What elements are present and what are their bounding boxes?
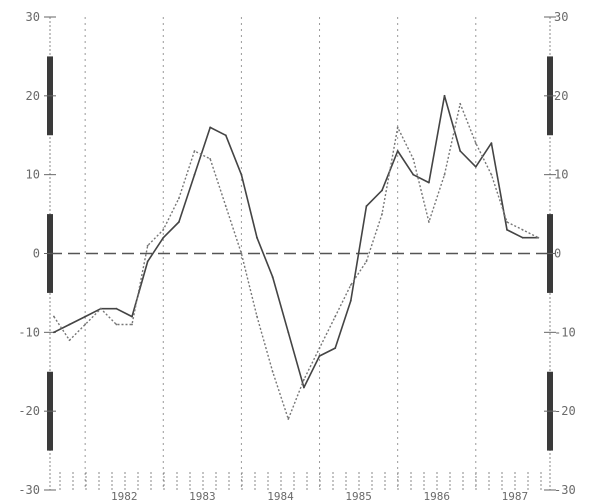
series-1-point [365, 205, 368, 208]
series-1-point [146, 260, 149, 263]
y-tick-label-right: -10 [554, 325, 576, 339]
series-2-point [474, 142, 477, 145]
series-1-point [287, 331, 290, 334]
series-2-point [256, 315, 258, 318]
series-2-point [334, 315, 337, 318]
y-tick-label-left: 30 [26, 10, 40, 24]
series-2-point [68, 339, 71, 342]
series-2-point [381, 213, 383, 215]
series-1-point [443, 94, 446, 97]
series-2-point [209, 158, 212, 160]
series-2-point [240, 252, 243, 255]
series-1-point [84, 315, 87, 318]
series-2-point [396, 126, 399, 129]
x-tick-label: 1985 [345, 490, 372, 503]
y-tick-label-right: 0 [554, 247, 561, 261]
series-1-point [193, 173, 196, 176]
series-1-point [381, 189, 383, 192]
series-2-point [443, 173, 446, 176]
series-2-point [365, 260, 368, 263]
series-1-point [209, 126, 212, 129]
x-tick-label: 1987 [502, 490, 529, 503]
x-tick-label: 1986 [423, 490, 450, 503]
series-1-point [224, 134, 227, 137]
series-2-point [459, 102, 462, 105]
y-tick-label-right: 20 [554, 89, 568, 103]
series-line-2 [53, 102, 539, 420]
series-2-point [193, 150, 196, 152]
series-2-point [318, 347, 321, 349]
series-2-point [506, 221, 508, 223]
series-1-point [474, 165, 477, 168]
series-2-point [271, 370, 274, 373]
y-tick-label-right: 30 [554, 10, 568, 24]
series-1-point [459, 150, 462, 152]
series-1-point [428, 181, 430, 184]
series-2-point [131, 323, 133, 326]
series-1-point [53, 331, 55, 334]
series-1-point [115, 307, 118, 310]
series-1-point [521, 236, 524, 239]
series-lines [53, 94, 540, 420]
series-1-point [490, 142, 493, 145]
series-1-point [412, 173, 415, 176]
series-1-point [506, 228, 508, 231]
series-1-point [271, 276, 274, 279]
series-1-point [334, 347, 337, 349]
series-2-point [115, 323, 118, 326]
y-tick-label-right: -20 [554, 404, 576, 418]
series-2-point [303, 378, 305, 381]
series-2-point [428, 221, 430, 223]
series-line-1 [53, 95, 539, 389]
y-tick-label-left: 20 [26, 89, 40, 103]
series-2-point [490, 173, 493, 176]
series-1-point [162, 236, 165, 239]
x-tick-label: 1982 [111, 490, 138, 503]
series-2-point [412, 158, 415, 160]
y-tick-label-left: -20 [18, 404, 40, 418]
series-2-point [53, 315, 55, 318]
tick-labels: 30 30 20 20 10 10 0 0 -10 -10 -20 -20 -30 -30 1982 1983… [18, 10, 575, 503]
year-divider-lines [84, 17, 477, 490]
series-2-point [146, 244, 149, 247]
chart-axes [44, 16, 556, 491]
y-tick-label-left: 10 [26, 168, 40, 182]
series-2-point [349, 284, 352, 286]
series-2-point [287, 418, 290, 420]
series-1-point [178, 221, 180, 223]
series-1-point [349, 299, 352, 302]
x-tick-label: 1984 [267, 490, 294, 503]
series-2-point [99, 307, 102, 310]
series-1-point [318, 355, 321, 357]
series-1-point [240, 173, 243, 176]
y-tick-label-left: -10 [18, 325, 40, 339]
series-2-point [224, 205, 227, 208]
series-1-point [256, 236, 258, 239]
series-1-point [396, 150, 399, 152]
series-2-point [537, 236, 540, 239]
x-tick-label: 1983 [189, 490, 216, 503]
series-2-point [162, 228, 165, 231]
y-tick-label-right: 10 [554, 168, 568, 182]
series-1-point [303, 386, 305, 389]
series-1-point [68, 323, 71, 326]
series-2-point [521, 228, 524, 231]
series-1-point [131, 315, 133, 318]
series-2-point [84, 323, 87, 326]
series-2-point [178, 197, 180, 200]
y-tick-label-right: -30 [554, 483, 576, 497]
y-tick-label-left: 0 [33, 247, 40, 261]
y-tick-label-left: -30 [18, 483, 40, 497]
